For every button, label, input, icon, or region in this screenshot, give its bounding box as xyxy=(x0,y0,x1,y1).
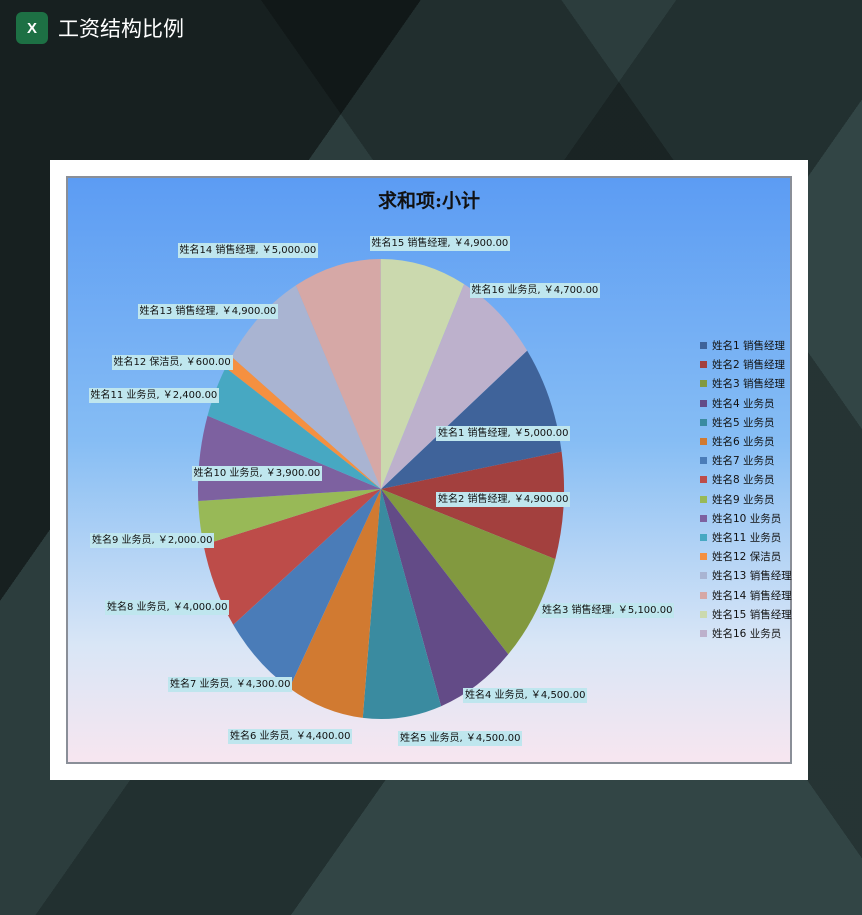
data-label: 姓名15 销售经理, ￥4,900.00 xyxy=(369,235,511,251)
legend-item: 姓名12 保洁员 xyxy=(700,547,792,566)
legend-swatch xyxy=(700,553,707,561)
pie-slice[interactable] xyxy=(225,356,381,489)
legend-swatch xyxy=(700,438,707,446)
legend-item: 姓名4 业务员 xyxy=(700,394,792,413)
data-label: 姓名12 保洁员, ￥600.00 xyxy=(111,354,233,370)
legend-label: 姓名14 销售经理 xyxy=(712,589,792,602)
data-label: 姓名9 业务员, ￥2,000.00 xyxy=(90,532,215,548)
pie-slice[interactable] xyxy=(233,489,381,689)
legend: 姓名1 销售经理 姓名2 销售经理 姓名3 销售经理 姓名4 业务员 姓名5 业务员 姓名… xyxy=(700,336,792,643)
pie-slice[interactable] xyxy=(381,489,509,707)
legend-swatch xyxy=(700,418,707,426)
data-label: 姓名3 销售经理, ￥5,100.00 xyxy=(540,602,675,618)
pie-slice[interactable] xyxy=(381,284,528,489)
legend-item: 姓名9 业务员 xyxy=(700,490,792,509)
data-label: 姓名6 业务员, ￥4,400.00 xyxy=(228,728,353,744)
pie-slice[interactable] xyxy=(289,489,381,718)
legend-item: 姓名2 销售经理 xyxy=(700,355,792,374)
pie-slice[interactable] xyxy=(207,367,381,489)
legend-swatch xyxy=(700,457,707,465)
data-label: 姓名4 业务员, ￥4,500.00 xyxy=(463,687,588,703)
legend-item: 姓名5 业务员 xyxy=(700,413,792,432)
legend-label: 姓名8 业务员 xyxy=(712,474,775,487)
legend-label: 姓名6 业务员 xyxy=(712,436,775,449)
legend-swatch xyxy=(700,572,707,580)
data-label: 姓名1 销售经理, ￥5,000.00 xyxy=(436,425,571,441)
legend-label: 姓名9 业务员 xyxy=(712,493,775,506)
legend-swatch xyxy=(700,629,707,637)
legend-label: 姓名4 业务员 xyxy=(712,397,775,410)
legend-label: 姓名15 销售经理 xyxy=(712,608,792,621)
legend-label: 姓名16 业务员 xyxy=(712,627,782,640)
legend-label: 姓名12 保洁员 xyxy=(712,551,782,564)
data-label: 姓名16 业务员, ￥4,700.00 xyxy=(469,282,601,298)
legend-swatch xyxy=(700,495,707,503)
chart-frame: 求和项:小计 姓名1 销售经理 姓名2 销售经理 姓名3 销售经理 姓名4 业务员 姓名… xyxy=(50,160,808,780)
legend-item: 姓名8 业务员 xyxy=(700,470,792,489)
legend-swatch xyxy=(700,610,707,618)
legend-swatch xyxy=(700,399,707,407)
chart-area[interactable]: 求和项:小计 姓名1 销售经理 姓名2 销售经理 姓名3 销售经理 姓名4 业务员 姓名… xyxy=(66,176,792,764)
data-label: 姓名13 销售经理, ￥4,900.00 xyxy=(137,303,279,319)
data-label: 姓名10 业务员, ￥3,900.00 xyxy=(191,465,323,481)
legend-swatch xyxy=(700,380,707,388)
legend-item: 姓名11 业务员 xyxy=(700,528,792,547)
data-label: 姓名5 业务员, ￥4,500.00 xyxy=(398,730,523,746)
pie-chart xyxy=(198,259,564,719)
legend-item: 姓名16 业务员 xyxy=(700,624,792,643)
legend-swatch xyxy=(700,514,707,522)
pie-slice[interactable] xyxy=(381,489,556,655)
chart-title: 求和项:小计 xyxy=(377,190,480,212)
header: X 工资结构比例 xyxy=(16,12,184,44)
legend-item: 姓名13 销售经理 xyxy=(700,566,792,585)
pie-slice[interactable] xyxy=(362,489,442,719)
legend-item: 姓名7 业务员 xyxy=(700,451,792,470)
legend-swatch xyxy=(700,591,707,599)
data-label: 姓名7 业务员, ￥4,300.00 xyxy=(168,676,293,692)
legend-item: 姓名14 销售经理 xyxy=(700,585,792,604)
pie-slice[interactable] xyxy=(203,489,381,625)
pie-slice[interactable] xyxy=(231,285,381,489)
legend-label: 姓名5 业务员 xyxy=(712,416,775,429)
legend-label: 姓名13 销售经理 xyxy=(712,570,792,583)
legend-item: 姓名3 销售经理 xyxy=(700,374,792,393)
page-title: 工资结构比例 xyxy=(58,17,184,41)
legend-label: 姓名10 业务员 xyxy=(712,512,782,525)
data-label: 姓名11 业务员, ￥2,400.00 xyxy=(88,387,220,403)
data-label: 姓名14 销售经理, ￥5,000.00 xyxy=(177,242,319,258)
pie-slice[interactable] xyxy=(295,259,381,489)
pie-slice[interactable] xyxy=(198,489,381,545)
data-label: 姓名2 销售经理, ￥4,900.00 xyxy=(436,491,571,507)
legend-item: 姓名1 销售经理 xyxy=(700,336,792,355)
legend-swatch xyxy=(700,342,707,350)
legend-swatch xyxy=(700,361,707,369)
legend-label: 姓名2 销售经理 xyxy=(712,359,786,372)
legend-item: 姓名6 业务员 xyxy=(700,432,792,451)
legend-item: 姓名10 业务员 xyxy=(700,509,792,528)
legend-label: 姓名11 业务员 xyxy=(712,531,782,544)
excel-icon: X xyxy=(16,12,48,44)
pie-slice[interactable] xyxy=(381,350,562,489)
legend-item: 姓名15 销售经理 xyxy=(700,605,792,624)
legend-label: 姓名1 销售经理 xyxy=(712,340,786,353)
legend-swatch xyxy=(700,476,707,484)
legend-label: 姓名3 销售经理 xyxy=(712,378,786,391)
data-label: 姓名8 业务员, ￥4,000.00 xyxy=(105,599,230,615)
pie-slice[interactable] xyxy=(380,259,465,489)
legend-label: 姓名7 业务员 xyxy=(712,455,775,468)
legend-swatch xyxy=(700,533,707,541)
